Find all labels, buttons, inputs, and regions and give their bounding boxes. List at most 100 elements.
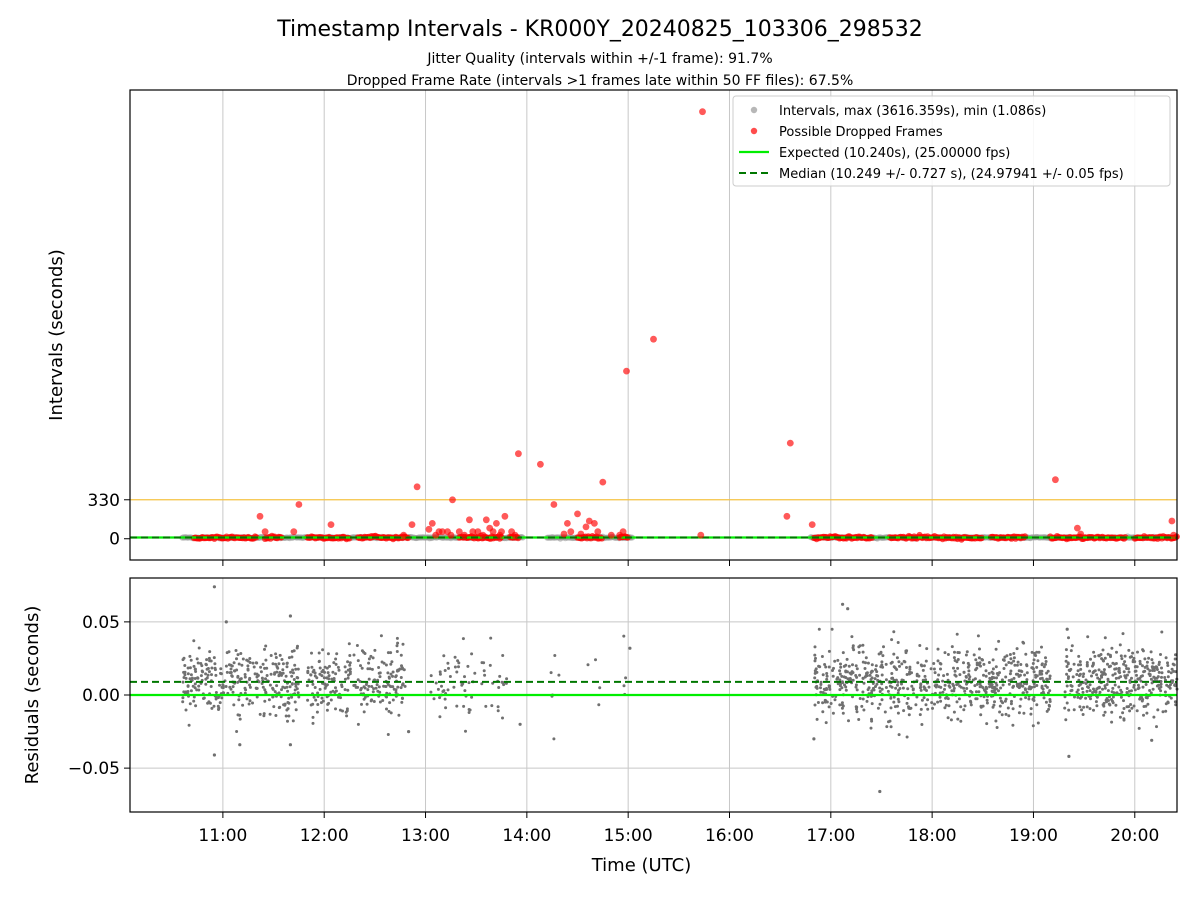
residual-point: [275, 684, 279, 688]
residual-point: [287, 696, 291, 700]
dropped-frame-point: [697, 531, 705, 539]
residual-point: [1025, 690, 1029, 694]
residual-point: [348, 670, 352, 674]
residual-point: [962, 661, 965, 665]
residual-point: [895, 656, 899, 660]
residual-point: [1063, 706, 1067, 710]
residual-point: [356, 722, 360, 726]
residual-point: [1030, 650, 1034, 654]
residual-point: [881, 665, 885, 669]
residual-point: [1135, 709, 1139, 713]
residual-point: [269, 654, 273, 657]
residual-point: [975, 682, 979, 686]
residual-point: [1123, 660, 1127, 664]
residual-point: [401, 682, 405, 686]
residual-point: [840, 703, 844, 707]
residual-point: [1003, 655, 1007, 659]
residual-point: [957, 697, 961, 701]
residual-point: [278, 705, 282, 709]
residual-point: [878, 702, 882, 706]
residual-point: [1084, 678, 1088, 682]
residual-point: [264, 677, 267, 681]
residual-point: [1169, 696, 1173, 700]
residual-point: [829, 702, 833, 705]
dropped-frame-point: [1052, 476, 1059, 484]
residual-point: [932, 667, 936, 671]
residual-point: [863, 675, 867, 679]
residual-point: [1007, 679, 1011, 682]
residual-point: [1115, 691, 1119, 695]
residual-point: [945, 672, 949, 676]
residual-point: [356, 678, 360, 682]
residual-point: [297, 695, 301, 699]
residual-point: [446, 688, 450, 692]
dropped-frame-point: [511, 531, 519, 539]
residual-point: [220, 685, 224, 689]
residual-point: [231, 690, 235, 694]
residual-point: [910, 671, 913, 675]
residual-point: [1173, 657, 1177, 661]
chart-title: Timestamp Intervals - KR000Y_20240825_10…: [276, 17, 923, 42]
residual-point: [374, 686, 378, 690]
residual-point: [1133, 665, 1137, 669]
residual-point: [1151, 669, 1154, 672]
residual-point: [973, 684, 977, 688]
residual-point: [1075, 690, 1079, 694]
residual-point: [993, 691, 997, 695]
residual-point: [289, 670, 293, 674]
residual-point: [925, 689, 928, 692]
residual-point: [261, 662, 265, 666]
residual-point: [953, 650, 956, 654]
residual-point: [326, 671, 330, 675]
residual-point: [367, 661, 371, 665]
residual-point: [840, 674, 844, 678]
residual-point: [875, 682, 879, 686]
residual-point: [1064, 648, 1068, 652]
residual-point: [892, 652, 896, 656]
residual-point: [918, 644, 922, 647]
residual-point: [343, 688, 347, 692]
residual-point: [992, 676, 996, 680]
residual-point: [193, 677, 197, 680]
residual-point: [484, 704, 488, 708]
residual-point: [924, 678, 928, 682]
residual-point: [275, 665, 279, 669]
residual-point: [919, 707, 923, 711]
residual-point: [311, 715, 315, 719]
residual-point: [1102, 704, 1106, 708]
residual-point: [1000, 713, 1004, 717]
residual-point: [839, 665, 843, 669]
residual-point: [908, 667, 912, 671]
residual-point: [1024, 696, 1028, 700]
residual-point: [263, 666, 267, 670]
residual-point: [1113, 683, 1117, 687]
residual-point: [1145, 711, 1149, 715]
residual-point: [832, 666, 835, 670]
residual-point: [296, 691, 300, 695]
residual-point: [950, 689, 954, 693]
residual-point: [900, 682, 903, 686]
residual-point: [1142, 705, 1146, 708]
residual-point: [1138, 697, 1142, 701]
dropped-frame-point: [501, 512, 509, 520]
residual-point: [1019, 697, 1023, 701]
residual-point: [1065, 627, 1069, 631]
residual-point: [821, 701, 825, 705]
residual-point: [1102, 713, 1106, 717]
residual-point: [1111, 695, 1115, 699]
residual-point: [1047, 703, 1051, 707]
residual-point: [1085, 663, 1089, 667]
residual-point: [814, 670, 818, 674]
residual-point: [1106, 677, 1110, 681]
residual-point: [209, 685, 213, 688]
residual-point: [234, 649, 238, 652]
dropped-frame-point: [607, 531, 615, 539]
residual-point: [991, 667, 995, 671]
residual-point: [998, 696, 1002, 700]
residual-point: [227, 663, 231, 667]
residual-point: [216, 704, 220, 708]
residual-point: [394, 674, 398, 678]
residual-point: [263, 688, 267, 692]
residual-point: [1142, 713, 1145, 717]
residual-point: [244, 688, 248, 692]
